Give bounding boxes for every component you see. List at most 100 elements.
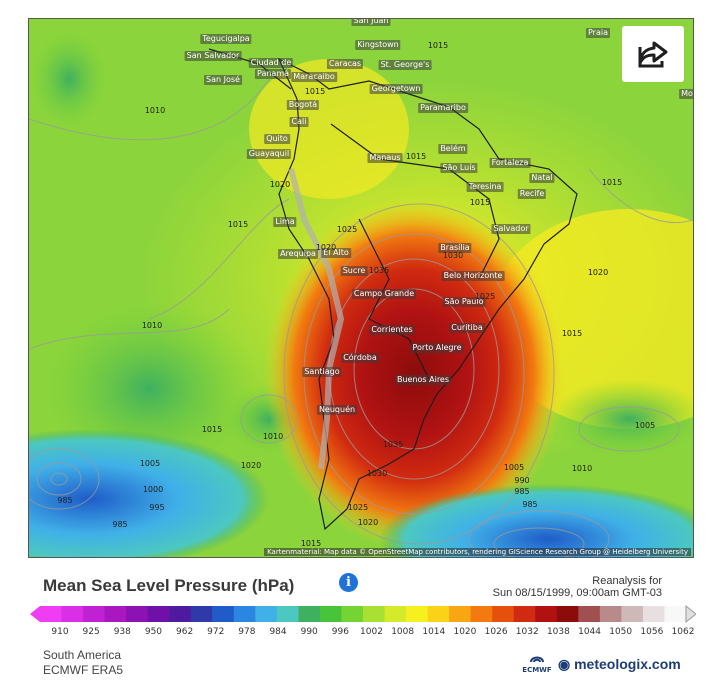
isobar-label: 1015 <box>227 220 249 229</box>
city-label: Quito <box>264 134 290 144</box>
info-button[interactable]: i <box>339 573 358 592</box>
colorbar-tick-label: 938 <box>113 627 131 637</box>
region-name: South America <box>43 648 122 662</box>
colorbar-tick-label: 1008 <box>391 627 415 637</box>
isobar-label: 1015 <box>201 425 223 434</box>
city-label: Natal <box>529 173 555 183</box>
city-label: Caracas <box>326 59 364 69</box>
isobar-label: 990 <box>514 476 530 485</box>
colorbar-segment <box>535 606 558 622</box>
city-label: Manaus <box>367 153 403 163</box>
isobar-label: 985 <box>112 520 128 529</box>
city-label: Sucre <box>340 266 368 276</box>
colorbar-tick-label: 984 <box>269 627 287 637</box>
colorbar-tick-label: 972 <box>207 627 225 637</box>
chart-title: Mean Sea Level Pressure (hPa) <box>43 576 295 595</box>
model-name: ECMWF ERA5 <box>43 663 124 677</box>
colorbar-segment <box>147 606 170 622</box>
colorbar-segment <box>621 606 644 622</box>
pressure-field <box>29 19 693 557</box>
colorbar-segment <box>363 606 386 622</box>
colorbar-segment <box>83 606 106 622</box>
city-label: Bogotá <box>286 100 320 110</box>
city-label: São Luís <box>440 163 478 173</box>
colorbar-segment <box>449 606 472 622</box>
city-label: Porto Alegre <box>410 343 464 353</box>
city-label: Praia <box>586 28 610 38</box>
isobar-label: 1010 <box>571 464 593 473</box>
city-label: Panamá <box>254 69 292 79</box>
colorbar-segment <box>406 606 429 622</box>
colorbar-tick-label: 1050 <box>609 627 633 637</box>
isobar-label: 1010 <box>141 321 163 330</box>
city-label: San Juan <box>351 18 391 26</box>
isobar-label: 1020 <box>269 180 291 189</box>
city-label: San Salvador <box>184 51 242 61</box>
colorbar-tick-label: 1014 <box>422 627 446 637</box>
city-label: Fortaleza <box>489 158 531 168</box>
city-label: Georgetown <box>369 84 423 94</box>
colorbar-segment <box>492 606 515 622</box>
colorbar-segment <box>384 606 407 622</box>
colorbar-tick-label: 1044 <box>578 627 601 637</box>
colorbar-segment <box>126 606 149 622</box>
colorbar-min-arrow <box>30 606 40 622</box>
city-label: Ciudad de <box>248 58 294 68</box>
city-label: São Paulo <box>442 297 486 307</box>
isobar-label: 1030 <box>442 251 464 260</box>
share-icon <box>638 41 668 68</box>
pressure-map[interactable]: San Juan Tegucigalpa San Salvador Ciudad de… <box>28 18 694 558</box>
colorbar-ticks: 910 925 938 950 962 972 978 984 990 996 1002 1008 10… <box>0 627 720 641</box>
isobar-label: 1010 <box>144 106 166 115</box>
colorbar-segment <box>276 606 299 622</box>
colorbar-segment <box>513 606 536 622</box>
colorbar-segment <box>664 606 687 622</box>
isobar-label: 1015 <box>300 539 322 548</box>
colorbar-segment <box>61 606 84 622</box>
colorbar-segment <box>556 606 579 622</box>
isobar-label: 1000 <box>142 485 164 494</box>
city-label: St. George's <box>378 60 432 70</box>
city-label: Corrientes <box>369 325 415 335</box>
isobar-label: 1025 <box>347 503 369 512</box>
colorbar-segment <box>169 606 192 622</box>
colorbar-segment <box>190 606 213 622</box>
reanalysis-label: Reanalysis for <box>592 575 662 587</box>
isobar-label: 1005 <box>634 421 656 430</box>
colorbar-segment <box>341 606 364 622</box>
colorbar-segment <box>470 606 493 622</box>
brand-label: meteologix.com <box>574 656 681 672</box>
colorbar-segment <box>255 606 278 622</box>
isobar-label: 985 <box>514 487 530 496</box>
city-label: Tegucigalpa <box>200 34 252 44</box>
colorbar-tick-label: 996 <box>331 627 349 637</box>
city-label: Cali <box>289 117 309 127</box>
city-label: Recife <box>517 189 547 199</box>
isobar-label: 985 <box>57 496 73 505</box>
region-info: South America ECMWF ERA5 <box>43 648 123 678</box>
city-label: Mo <box>679 89 693 99</box>
isobar-label: 1015 <box>469 198 491 207</box>
colorbar-segment <box>298 606 321 622</box>
ecmwf-label: ECMWF <box>522 666 552 674</box>
isobar-label: 1025 <box>474 292 496 301</box>
city-label: Teresina <box>466 182 504 192</box>
reanalysis-date: Sun 08/15/1999, 09:00am GMT-03 <box>492 587 662 599</box>
city-label: Buenos Aires <box>394 375 452 385</box>
isobar-label: 1020 <box>587 268 609 277</box>
colorbar-tick-label: 1056 <box>640 627 664 637</box>
colorbar-max-arrow <box>685 604 696 624</box>
colorbar-segment <box>642 606 665 622</box>
city-label: Salvador <box>491 224 531 234</box>
colorbar-segment <box>578 606 601 622</box>
city-label: Guayaquil <box>246 149 292 159</box>
colorbar-segment <box>40 606 63 622</box>
brand-link[interactable]: ◉ meteologix.com <box>558 656 681 673</box>
isobar-label: 985 <box>522 500 538 509</box>
city-label: Kingstown <box>355 40 401 50</box>
ecmwf-logo: ECMWF <box>520 654 554 674</box>
isobar-label: 1015 <box>304 87 326 96</box>
colorbar-tick-label: 1062 <box>671 627 695 637</box>
city-label: Maracaibo <box>291 72 337 82</box>
share-button[interactable] <box>622 26 684 82</box>
